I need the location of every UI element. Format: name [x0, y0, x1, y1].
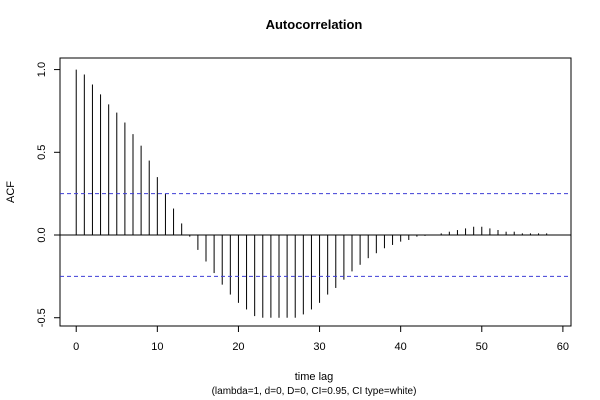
y-axis-label: ACF: [5, 181, 17, 203]
x-axis-label: time lag: [295, 371, 334, 383]
y-axis: -0.5 0.0 0.5 1.0: [36, 62, 60, 327]
x-tick-label: 60: [557, 341, 569, 353]
y-tick-label: 0.5: [36, 145, 48, 160]
acf-bars: [75, 69, 548, 318]
x-tick-label: 30: [313, 341, 325, 353]
y-tick-label: -0.5: [36, 308, 48, 327]
x-tick-label: 0: [73, 341, 79, 353]
x-axis: 0 10 20 30 40 50 60: [73, 326, 569, 353]
chart-subtitle: (lambda=1, d=0, D=0, CI=0.95, CI type=wh…: [212, 386, 417, 397]
chart-title: Autocorrelation: [266, 17, 363, 32]
x-tick-label: 10: [151, 341, 163, 353]
x-tick-label: 50: [476, 341, 488, 353]
x-tick-label: 20: [232, 341, 244, 353]
confidence-bounds: [60, 193, 571, 277]
x-tick-label: 40: [395, 341, 407, 353]
y-tick-label: 0.0: [36, 227, 48, 242]
plot-frame: [59, 57, 572, 327]
y-tick-label: 1.0: [36, 62, 48, 77]
